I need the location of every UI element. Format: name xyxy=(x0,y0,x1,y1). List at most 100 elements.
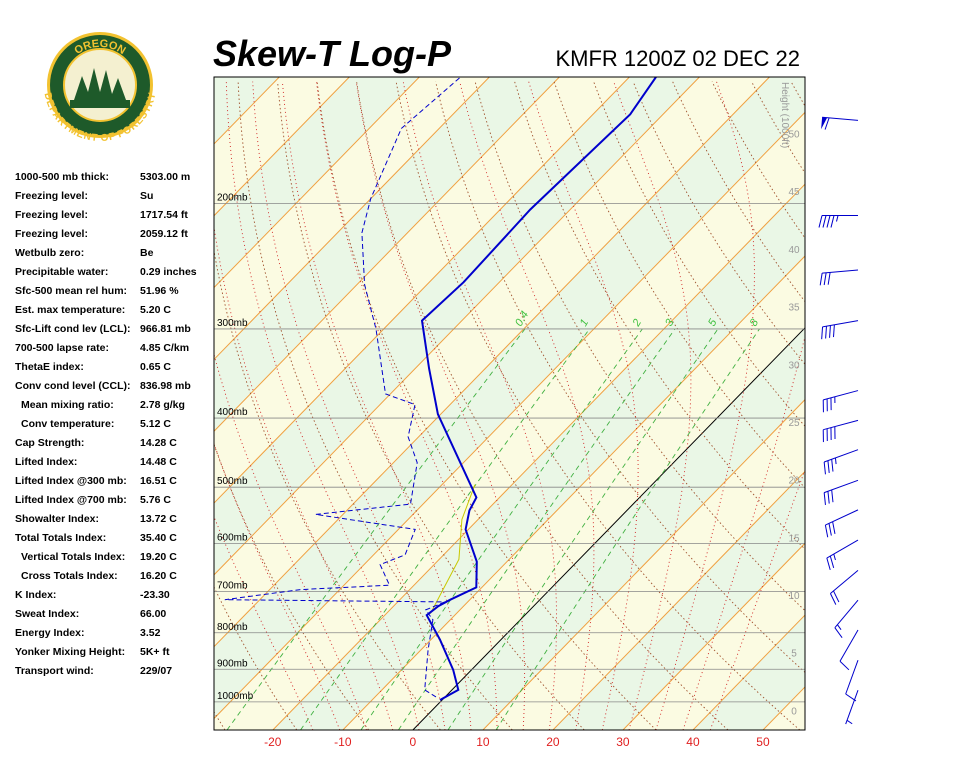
index-label: Total Totals Index: xyxy=(15,532,106,544)
wind-barb xyxy=(825,510,858,537)
dry-adiabat xyxy=(791,82,960,730)
index-label: 1000-500 mb thick: xyxy=(15,171,109,183)
index-value: 35.40 C xyxy=(140,532,177,544)
index-label: Lifted Index: xyxy=(15,456,77,468)
barb-long xyxy=(825,525,827,537)
wind-barb xyxy=(830,570,858,604)
isotherm xyxy=(903,77,960,730)
wind-barb xyxy=(819,216,858,228)
chart-title: Skew-T Log-P xyxy=(213,33,452,74)
barb-staff xyxy=(846,660,858,694)
wind-barb xyxy=(835,600,858,638)
index-value: 14.48 C xyxy=(140,456,177,468)
barb-staff xyxy=(823,391,858,400)
height-tick-label: 35 xyxy=(788,303,800,314)
barb-staff xyxy=(827,540,858,558)
barb-staff xyxy=(835,600,858,628)
x-tick-label: -10 xyxy=(334,735,352,749)
index-value: 1717.54 ft xyxy=(140,209,188,221)
index-label: Energy Index: xyxy=(15,627,84,639)
index-label: 700-500 lapse rate: xyxy=(15,342,109,354)
index-value: 19.20 C xyxy=(140,551,177,563)
barb-long xyxy=(833,522,835,534)
index-value: 16.51 C xyxy=(140,475,177,487)
index-value: 5.12 C xyxy=(140,418,171,430)
height-tick-label: 20 xyxy=(788,476,800,487)
barb-long xyxy=(826,326,827,338)
wind-barb xyxy=(824,450,858,475)
barb-staff xyxy=(840,630,858,661)
barb-long xyxy=(833,325,834,337)
index-value: 0.29 inches xyxy=(140,266,197,278)
index-value: 51.96 % xyxy=(140,285,179,297)
barb-long xyxy=(827,216,830,228)
index-value: Su xyxy=(140,190,153,202)
wind-barb xyxy=(823,420,858,442)
logo-center xyxy=(64,49,136,121)
index-label: Lifted Index @700 mb: xyxy=(15,494,127,506)
barb-short xyxy=(837,625,841,630)
barb-staff xyxy=(823,420,858,429)
height-tick-label: 0 xyxy=(791,706,797,717)
barb-long xyxy=(830,556,833,568)
barb-long xyxy=(820,273,822,285)
pressure-label: 200mb xyxy=(217,192,248,203)
pressure-label: 900mb xyxy=(217,658,248,669)
pressure-label: 700mb xyxy=(217,580,248,591)
x-tick-label: 40 xyxy=(686,735,700,749)
index-label: Est. max temperature: xyxy=(15,304,125,316)
barb-long xyxy=(822,327,823,339)
barb-staff xyxy=(824,450,858,462)
height-axis-label: Height (1000ft) xyxy=(779,82,790,148)
barb-staff xyxy=(825,510,858,525)
barb-long xyxy=(828,491,829,503)
pressure-label: 400mb xyxy=(217,407,248,418)
x-tick-label: 10 xyxy=(476,735,490,749)
index-value: 5.76 C xyxy=(140,494,171,506)
index-value: 4.85 C/km xyxy=(140,342,189,354)
barb-long xyxy=(840,661,849,670)
index-value: 5K+ ft xyxy=(140,646,170,658)
barb-staff xyxy=(822,117,858,120)
index-label: Mean mixing ratio: xyxy=(21,399,114,411)
barb-long xyxy=(824,273,826,285)
wind-barbs xyxy=(819,117,858,724)
index-label: Conv cond level (CCL): xyxy=(15,380,131,392)
barb-short xyxy=(835,458,836,464)
pressure-label: 500mb xyxy=(217,476,248,487)
height-tick-label: 45 xyxy=(788,187,800,198)
temperature-band xyxy=(833,77,960,730)
barb-long xyxy=(824,493,825,505)
index-value: 2059.12 ft xyxy=(140,228,188,240)
logo: OREGON DEPARTMENT OF FORESTRY xyxy=(41,32,159,145)
barb-long xyxy=(830,325,831,337)
x-tick-label: 0 xyxy=(410,735,417,749)
height-tick-label: 25 xyxy=(788,418,800,429)
index-label: Sfc-500 mean rel hum: xyxy=(15,285,127,297)
barb-staff xyxy=(824,480,858,492)
pressure-label: 1000mb xyxy=(217,691,254,702)
index-value: 2.78 g/kg xyxy=(140,399,185,411)
index-label: Transport wind: xyxy=(15,665,94,677)
height-tick-label: 5 xyxy=(791,649,797,660)
wind-barb xyxy=(827,540,858,570)
index-label: Lifted Index @300 mb: xyxy=(15,475,127,487)
x-tick-label: -20 xyxy=(264,735,282,749)
index-value: 66.00 xyxy=(140,608,166,620)
index-label: Yonker Mixing Height: xyxy=(15,646,125,658)
barb-short xyxy=(834,554,836,560)
barb-long xyxy=(829,523,831,535)
index-label: Precipitable water: xyxy=(15,266,108,278)
barb-long xyxy=(828,461,829,473)
wind-barb xyxy=(824,480,858,505)
barb-short xyxy=(837,216,839,222)
index-value: -23.30 xyxy=(140,589,170,601)
index-label: ThetaE index: xyxy=(15,361,84,373)
wind-barb xyxy=(823,391,858,413)
index-label: Cross Totals Index: xyxy=(21,570,118,582)
index-label: K Index: xyxy=(15,589,56,601)
pressure-label: 300mb xyxy=(217,318,248,329)
index-value: 229/07 xyxy=(140,665,172,677)
barb-staff xyxy=(823,321,858,327)
